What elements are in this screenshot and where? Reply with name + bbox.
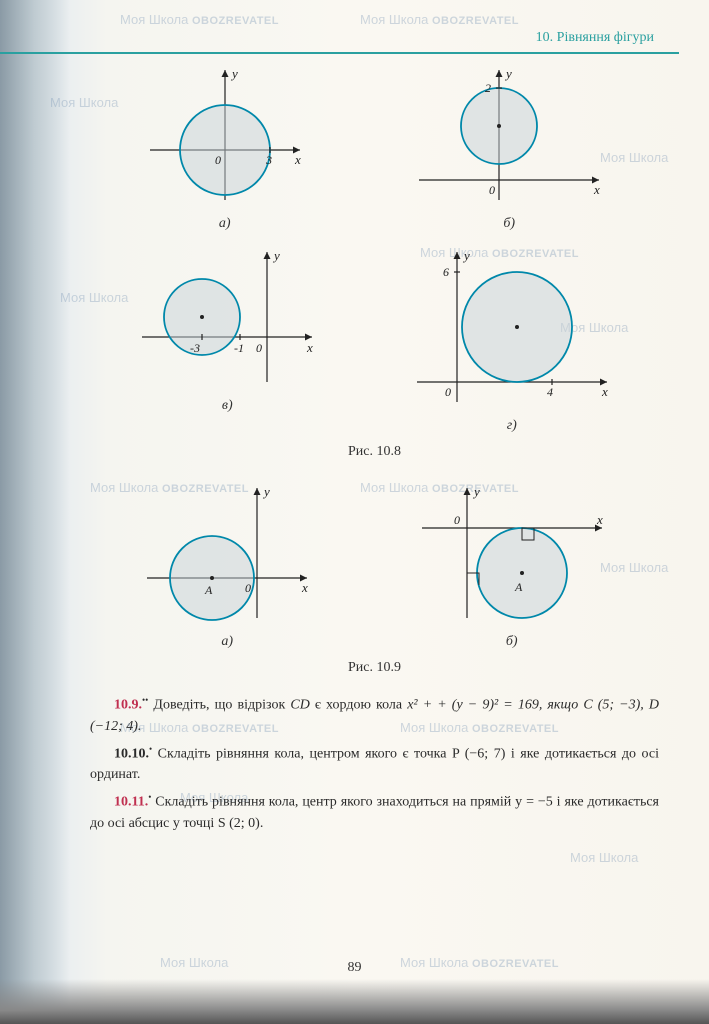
svg-text:3: 3	[265, 153, 272, 167]
svg-text:x: x	[294, 152, 301, 167]
page-content: 0 3 x y а) 2 0 x y	[90, 60, 659, 984]
svg-text:y: y	[230, 66, 238, 81]
figure-caption: б)	[409, 216, 609, 232]
chart-circle-109b: A 0 x y	[412, 478, 612, 628]
svg-text:-1: -1	[234, 341, 244, 355]
watermark: Моя Школа OBOZREVATEL	[360, 12, 519, 27]
chart-circle-109a: A 0 x y	[137, 478, 317, 628]
svg-text:0: 0	[454, 513, 460, 527]
svg-text:4: 4	[547, 385, 553, 399]
problem-number: 10.10.	[114, 746, 149, 761]
figure-10-8-a: 0 3 x y а)	[140, 60, 310, 232]
svg-text:0: 0	[256, 341, 262, 355]
svg-text:2: 2	[485, 81, 491, 95]
svg-text:0: 0	[215, 153, 221, 167]
svg-text:x: x	[593, 182, 600, 197]
figure-10-8-v: -3 -1 0 x y в)	[132, 242, 322, 434]
svg-text:6: 6	[443, 265, 449, 279]
problems-block: 10.9.•• Доведіть, що відрізок CD є хордо…	[90, 694, 659, 834]
svg-text:x: x	[596, 512, 603, 527]
section-header: 10. Рівняння фігури	[536, 30, 654, 46]
problem-number: 10.11.	[114, 795, 148, 810]
chart-circle-v: -3 -1 0 x y	[132, 242, 322, 392]
figure-caption: б)	[412, 634, 612, 650]
problem-10-9: 10.9.•• Доведіть, що відрізок CD є хордо…	[90, 694, 659, 737]
problem-10-11: 10.11.• Складіть рівняння кола, центр як…	[90, 791, 659, 834]
figure-row: 0 3 x y а) 2 0 x y	[90, 60, 659, 232]
chart-circle-g: 6 0 4 x y	[407, 242, 617, 412]
watermark: Моя Школа OBOZREVATEL	[120, 12, 279, 27]
chart-circle-b: 2 0 x y	[409, 60, 609, 210]
book-spine-shadow	[0, 0, 70, 1024]
header-rule	[0, 52, 679, 54]
page-bottom-shadow	[0, 979, 709, 1024]
figure-row: -3 -1 0 x y в) 6 0	[90, 242, 659, 434]
textbook-page: Моя Школа OBOZREVATEL Моя Школа OBOZREVA…	[0, 0, 709, 1024]
page-number: 89	[0, 960, 709, 976]
svg-text:0: 0	[245, 581, 251, 595]
figure-10-8-b: 2 0 x y б)	[409, 60, 609, 232]
figure-label-109: Рис. 10.9	[90, 660, 659, 676]
svg-text:y: y	[272, 248, 280, 263]
svg-text:x: x	[306, 340, 313, 355]
svg-text:A: A	[204, 583, 213, 597]
svg-text:0: 0	[489, 183, 495, 197]
figure-caption: а)	[140, 216, 310, 232]
svg-text:y: y	[462, 248, 470, 263]
svg-text:y: y	[504, 66, 512, 81]
svg-text:y: y	[262, 484, 270, 499]
svg-text:0: 0	[445, 385, 451, 399]
figure-caption: а)	[137, 634, 317, 650]
problem-number: 10.9.	[114, 698, 142, 713]
problem-10-10: 10.10.• Складіть рівняння кола, центром …	[90, 743, 659, 786]
figure-10-8-g: 6 0 4 x y г)	[407, 242, 617, 434]
chart-circle-a: 0 3 x y	[140, 60, 310, 210]
svg-text:-3: -3	[190, 341, 200, 355]
figure-label-108: Рис. 10.8	[90, 444, 659, 460]
svg-text:x: x	[601, 384, 608, 399]
svg-text:A: A	[514, 580, 523, 594]
figure-caption: г)	[407, 418, 617, 434]
svg-text:x: x	[301, 580, 308, 595]
svg-text:y: y	[472, 484, 480, 499]
figure-caption: в)	[132, 398, 322, 414]
figure-10-9-b: A 0 x y б)	[412, 478, 612, 650]
figure-row: A 0 x y а) A 0 x	[90, 478, 659, 650]
figure-10-9-a: A 0 x y а)	[137, 478, 317, 650]
